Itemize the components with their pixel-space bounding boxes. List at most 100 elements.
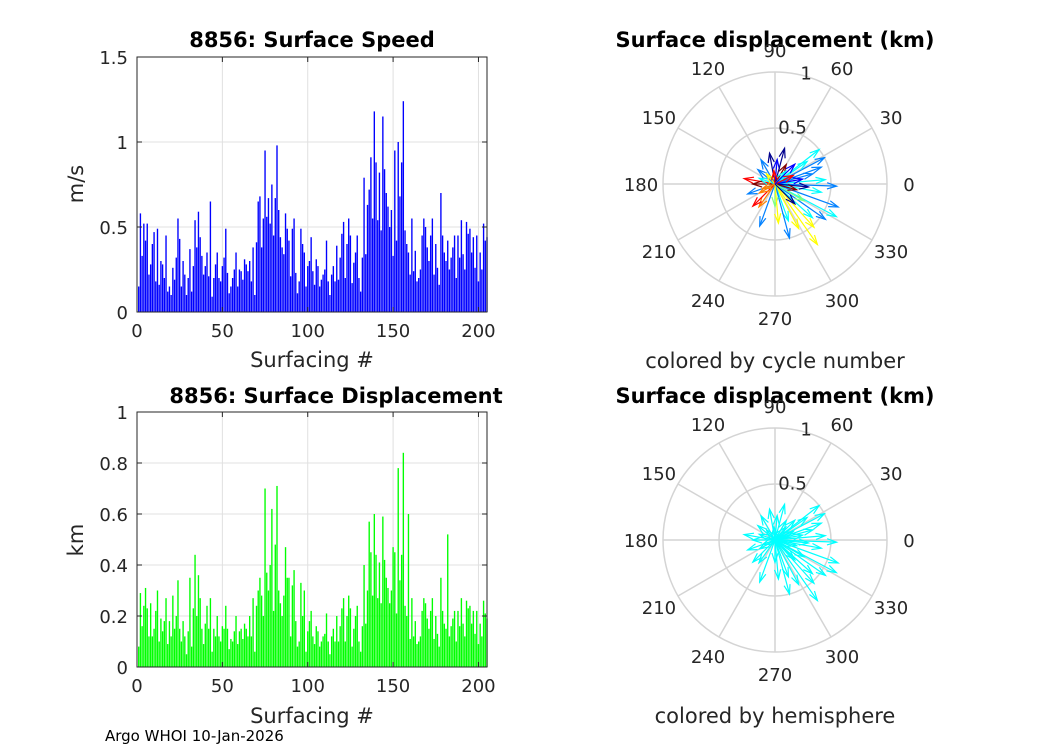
bar bbox=[438, 646, 440, 667]
bar bbox=[414, 250, 416, 312]
bar bbox=[453, 610, 456, 667]
bar bbox=[411, 598, 413, 667]
vector-head bbox=[791, 574, 800, 587]
vector-head bbox=[745, 543, 758, 551]
polar-range-label: 0.5 bbox=[778, 474, 807, 495]
vector-head bbox=[785, 518, 797, 530]
bar bbox=[208, 276, 210, 312]
bar bbox=[465, 221, 468, 312]
vector-shaft bbox=[757, 525, 776, 541]
bar bbox=[418, 278, 420, 312]
displacement-vector bbox=[774, 174, 796, 185]
bar bbox=[424, 603, 427, 667]
bar bbox=[470, 252, 473, 312]
vector-head bbox=[828, 200, 840, 208]
polar-angle-label: 210 bbox=[642, 242, 676, 263]
polar-angle-label: 330 bbox=[874, 598, 908, 619]
vector-head bbox=[742, 532, 755, 540]
bar bbox=[368, 189, 370, 312]
displacement-vector bbox=[773, 539, 782, 581]
bar bbox=[189, 577, 191, 667]
vector-head bbox=[791, 218, 800, 231]
bar bbox=[271, 508, 273, 667]
bar bbox=[460, 220, 463, 312]
displacement-vector bbox=[756, 524, 776, 541]
bar bbox=[272, 610, 275, 667]
bar bbox=[158, 641, 160, 667]
bar bbox=[218, 636, 220, 667]
bar bbox=[228, 649, 230, 667]
vector-head bbox=[797, 516, 809, 526]
bar bbox=[173, 628, 176, 667]
bar bbox=[448, 269, 451, 312]
bar bbox=[470, 623, 473, 667]
bar bbox=[255, 242, 258, 312]
bar bbox=[448, 636, 451, 667]
y-tick-label: 0.6 bbox=[99, 505, 128, 526]
bar bbox=[477, 644, 480, 667]
displacement-vector bbox=[774, 162, 797, 185]
vector-shaft bbox=[774, 178, 803, 185]
vector-head bbox=[767, 507, 775, 520]
bar bbox=[231, 641, 234, 667]
bar bbox=[462, 623, 464, 667]
bar bbox=[194, 554, 196, 667]
bar bbox=[455, 278, 457, 312]
vector-shaft bbox=[765, 529, 776, 541]
bar bbox=[332, 628, 335, 667]
vector-shaft bbox=[774, 539, 805, 558]
bar bbox=[199, 237, 201, 312]
bar bbox=[192, 266, 195, 312]
bar bbox=[286, 228, 288, 312]
bar bbox=[400, 554, 403, 667]
bar bbox=[289, 276, 292, 312]
bar bbox=[264, 488, 266, 667]
bar bbox=[303, 590, 305, 667]
displacement-vector bbox=[772, 157, 780, 185]
vector-shaft bbox=[774, 515, 778, 541]
bar bbox=[342, 221, 345, 312]
vector-head bbox=[760, 514, 769, 526]
bar bbox=[184, 274, 186, 312]
vector-head bbox=[815, 566, 828, 577]
bar bbox=[353, 628, 355, 667]
polar-angle-label: 180 bbox=[624, 175, 658, 196]
bar bbox=[474, 267, 476, 312]
bar bbox=[172, 267, 174, 312]
bar bbox=[429, 610, 432, 667]
vector-head bbox=[757, 533, 770, 541]
bar bbox=[219, 641, 222, 667]
bar bbox=[289, 636, 292, 667]
bar bbox=[202, 644, 205, 667]
displacement-vector bbox=[774, 177, 805, 185]
bar bbox=[370, 552, 372, 667]
bar bbox=[206, 605, 208, 667]
polar-angle-label: 120 bbox=[691, 415, 725, 436]
vector-shaft bbox=[774, 183, 826, 220]
bar bbox=[196, 247, 198, 312]
bar bbox=[219, 281, 222, 312]
vector-shaft bbox=[774, 183, 818, 245]
bar bbox=[192, 608, 195, 667]
bar bbox=[467, 233, 469, 312]
vector-shaft bbox=[773, 170, 776, 185]
bar bbox=[235, 252, 237, 312]
vector-head bbox=[792, 533, 805, 541]
bar bbox=[418, 641, 420, 667]
bar bbox=[300, 582, 302, 667]
displacement-vector bbox=[760, 158, 776, 185]
bar bbox=[334, 281, 336, 312]
bar bbox=[377, 220, 379, 312]
bar bbox=[216, 616, 218, 667]
vector-head bbox=[815, 176, 828, 185]
bar bbox=[465, 600, 468, 667]
vector-head bbox=[814, 512, 827, 522]
x-tick-label: 0 bbox=[131, 676, 142, 697]
displacement-vector bbox=[773, 183, 782, 225]
bar bbox=[139, 593, 142, 667]
vector-head bbox=[759, 216, 767, 228]
bar bbox=[221, 266, 224, 312]
bar bbox=[163, 621, 165, 667]
surface-displacement-title: 8856: Surface Displacement bbox=[169, 384, 502, 408]
polar-angle-label: 300 bbox=[825, 647, 859, 668]
